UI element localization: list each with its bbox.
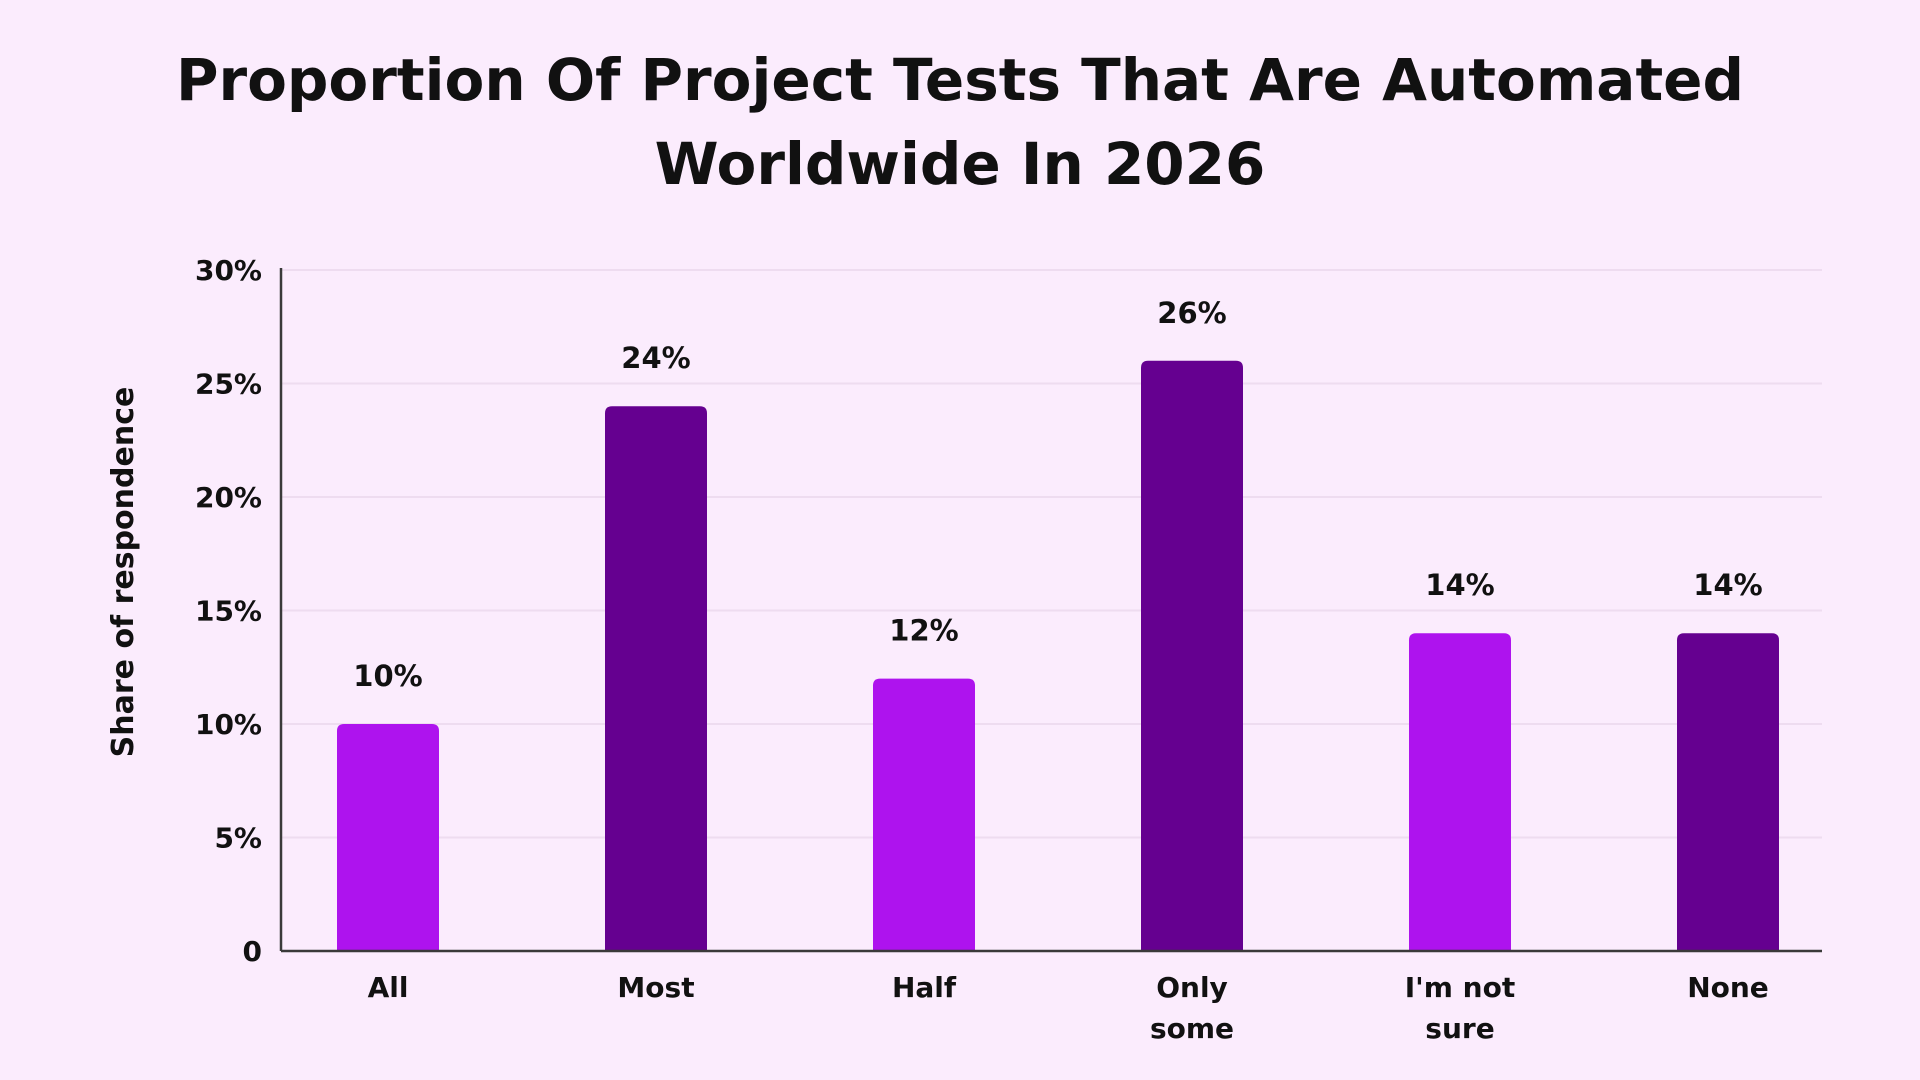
x-category-label-line: None (1687, 971, 1769, 1004)
x-category-label-line: All (368, 971, 409, 1004)
x-category-label-line: some (1150, 1012, 1234, 1045)
chart-title-line-1: Proportion Of Project Tests That Are Aut… (175, 46, 1745, 114)
bar-i-m-not-sure (1409, 633, 1511, 951)
x-category-label-line: Most (617, 971, 694, 1004)
chart-title: Proportion Of Project Tests That Are Aut… (0, 38, 1920, 206)
data-label: 26% (1157, 296, 1226, 330)
bars (337, 360, 1779, 951)
x-category-label-line: I'm not (1405, 971, 1515, 1004)
x-category-label: Most (617, 971, 694, 1004)
x-category-label-line: sure (1425, 1012, 1494, 1045)
data-label: 12% (889, 614, 958, 648)
y-tick-label: 10% (195, 708, 262, 741)
chart-title-line-2: Worldwide In 2026 (654, 130, 1266, 198)
data-label: 14% (1425, 568, 1494, 602)
y-axis-title: Share of respondence (106, 387, 141, 758)
labels: 0 5% 10% 15% 20% 25% 30% 10% All 24% Most 12% Half 26… (106, 254, 1769, 1045)
y-tick-label: 30% (195, 254, 262, 287)
y-tick-label: 20% (195, 481, 262, 514)
data-label: 14% (1693, 568, 1762, 602)
axes (279, 268, 1822, 953)
data-label: 24% (621, 341, 690, 375)
x-category-label: Half (892, 971, 957, 1004)
y-tick-label: 0 (243, 935, 262, 968)
x-category-label-line: Only (1156, 971, 1228, 1004)
bar-only-some (1141, 360, 1243, 951)
y-tick-label: 5% (214, 822, 262, 855)
bar-none (1677, 633, 1779, 951)
gridlines (281, 269, 1822, 839)
data-label: 10% (353, 659, 422, 693)
x-category-label: All (368, 971, 409, 1004)
bar-all (337, 724, 439, 951)
y-tick-label: 15% (195, 595, 262, 628)
x-category-label: Only some (1150, 971, 1234, 1045)
bar-half (873, 678, 975, 951)
x-category-label: None (1687, 971, 1769, 1004)
x-category-label-line: Half (892, 971, 957, 1004)
x-category-label: I'm not sure (1405, 971, 1515, 1045)
y-tick-label: 25% (195, 368, 262, 401)
bar-most (605, 406, 707, 951)
